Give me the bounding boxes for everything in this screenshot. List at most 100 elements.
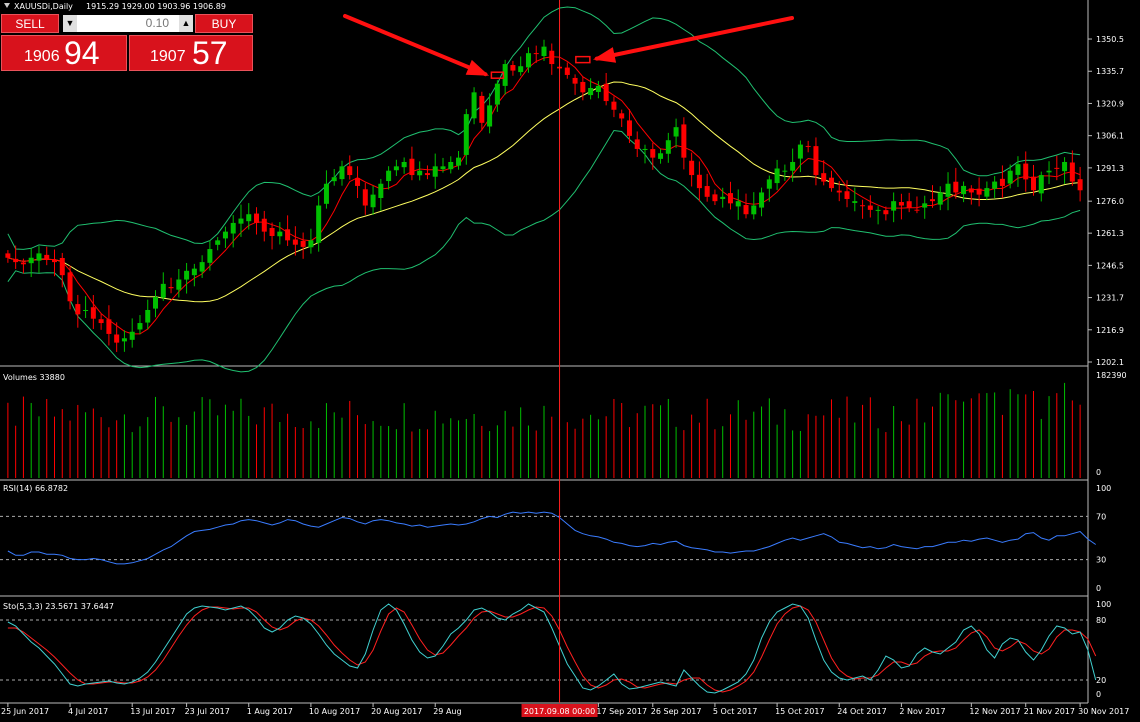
candle-body[interactable] — [828, 177, 834, 189]
candle-body[interactable] — [479, 95, 485, 123]
candle-body[interactable] — [735, 201, 741, 207]
lot-increment-icon[interactable]: ▲ — [179, 15, 193, 32]
candle-body[interactable] — [153, 296, 159, 309]
candle-body[interactable] — [1054, 167, 1060, 169]
candle-body[interactable] — [362, 189, 368, 206]
candle-body[interactable] — [230, 222, 236, 234]
candle-body[interactable] — [308, 240, 314, 248]
candle-body[interactable] — [619, 113, 625, 119]
candle-body[interactable] — [401, 161, 407, 168]
candle-body[interactable] — [83, 309, 89, 311]
candle-body[interactable] — [867, 205, 873, 210]
candle-body[interactable] — [665, 140, 671, 154]
candle-body[interactable] — [370, 194, 376, 208]
candle-body[interactable] — [215, 240, 221, 245]
candle-body[interactable] — [844, 191, 850, 199]
candle-body[interactable] — [681, 124, 687, 158]
candle-body[interactable] — [852, 201, 858, 203]
candle-body[interactable] — [168, 287, 174, 289]
candle-body[interactable] — [549, 50, 555, 65]
candle-body[interactable] — [595, 85, 601, 92]
candle-body[interactable] — [98, 319, 104, 324]
candle-body[interactable] — [432, 166, 438, 177]
candle-body[interactable] — [696, 174, 702, 189]
candle-body[interactable] — [339, 166, 345, 180]
lot-dropdown-icon[interactable]: ▼ — [63, 15, 77, 32]
candle-body[interactable] — [5, 253, 11, 258]
candle-body[interactable] — [805, 145, 811, 147]
candle-body[interactable] — [463, 114, 469, 155]
candle-body[interactable] — [386, 170, 392, 182]
candle-body[interactable] — [1069, 162, 1075, 182]
candle-body[interactable] — [52, 259, 58, 263]
candle-body[interactable] — [1077, 179, 1083, 191]
candle-body[interactable] — [261, 218, 267, 232]
candle-body[interactable] — [1023, 163, 1029, 180]
candle-body[interactable] — [417, 170, 423, 176]
candle-body[interactable] — [704, 186, 710, 197]
candle-body[interactable] — [782, 170, 788, 172]
candle-body[interactable] — [720, 196, 726, 199]
candle-body[interactable] — [937, 192, 943, 205]
candle-body[interactable] — [347, 166, 353, 176]
candle-body[interactable] — [448, 161, 454, 170]
candle-body[interactable] — [999, 178, 1005, 186]
candle-body[interactable] — [129, 331, 135, 340]
candle-body[interactable] — [875, 209, 881, 211]
candle-body[interactable] — [331, 177, 337, 182]
candle-body[interactable] — [1038, 175, 1044, 194]
candle-body[interactable] — [572, 77, 578, 84]
candle-body[interactable] — [323, 183, 329, 204]
candle-body[interactable] — [751, 205, 757, 215]
candle-body[interactable] — [1062, 161, 1068, 172]
candle-body[interactable] — [487, 105, 493, 127]
candle-body[interactable] — [968, 188, 974, 193]
candle-body[interactable] — [564, 67, 570, 75]
candle-body[interactable] — [525, 53, 531, 68]
candle-body[interactable] — [634, 139, 640, 149]
candle-body[interactable] — [67, 272, 73, 302]
candle-body[interactable] — [533, 53, 539, 55]
candle-body[interactable] — [36, 253, 42, 261]
candle-body[interactable] — [20, 262, 26, 265]
candle-body[interactable] — [137, 323, 143, 330]
candle-body[interactable] — [836, 190, 842, 193]
candle-body[interactable] — [355, 178, 361, 186]
candle-body[interactable] — [160, 283, 166, 298]
candle-body[interactable] — [1007, 170, 1013, 184]
candlesticks[interactable] — [5, 39, 1083, 352]
candle-body[interactable] — [440, 166, 446, 170]
candle-body[interactable] — [456, 157, 462, 166]
candle-body[interactable] — [292, 239, 298, 245]
candle-body[interactable] — [891, 201, 897, 211]
candle-body[interactable] — [650, 149, 656, 158]
candle-body[interactable] — [588, 87, 594, 96]
candle-body[interactable] — [510, 65, 516, 71]
candle-body[interactable] — [961, 185, 967, 195]
candle-body[interactable] — [813, 146, 819, 176]
candle-body[interactable] — [759, 192, 765, 208]
candle-body[interactable] — [642, 148, 648, 151]
buy-button[interactable]: BUY — [195, 14, 253, 33]
candle-body[interactable] — [580, 81, 586, 93]
candle-body[interactable] — [494, 83, 500, 105]
candle-body[interactable] — [277, 231, 283, 237]
sell-button[interactable]: SELL — [1, 14, 59, 33]
candle-body[interactable] — [90, 307, 96, 319]
candle-body[interactable] — [393, 166, 399, 171]
lot-size-value[interactable]: 0.10 — [145, 16, 169, 30]
candle-body[interactable] — [611, 101, 617, 110]
candle-body[interactable] — [191, 268, 197, 276]
candle-body[interactable] — [743, 205, 749, 215]
candle-body[interactable] — [922, 203, 928, 208]
candle-body[interactable] — [75, 304, 81, 315]
candle-body[interactable] — [285, 229, 291, 241]
candle-body[interactable] — [106, 319, 112, 334]
candle-body[interactable] — [254, 213, 260, 223]
candle-body[interactable] — [59, 258, 65, 276]
candle-body[interactable] — [712, 194, 718, 202]
candle-body[interactable] — [689, 160, 695, 176]
lot-size-field[interactable]: ▼ 0.10 ▲ — [63, 15, 193, 32]
candle-body[interactable] — [914, 209, 920, 211]
candle-body[interactable] — [316, 205, 322, 243]
